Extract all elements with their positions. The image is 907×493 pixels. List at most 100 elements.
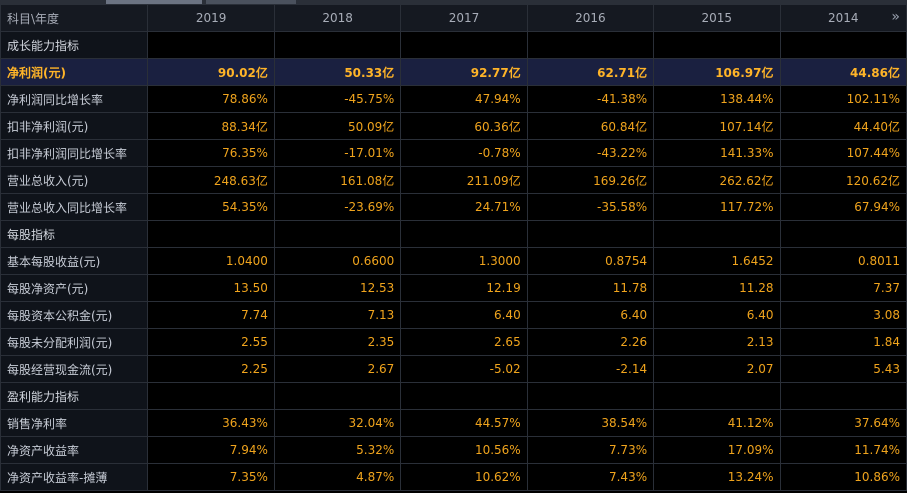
table-row[interactable]: 基本每股收益(元) 1.0400 0.6600 1.3000 0.8754 1.6452 0… bbox=[0, 247, 907, 275]
year-header[interactable]: 2017 bbox=[400, 4, 528, 32]
section-empty-cell bbox=[779, 382, 907, 410]
year-header[interactable]: 2014 » bbox=[779, 4, 907, 32]
tab-strip bbox=[0, 0, 907, 4]
row-label: 净利润同比增长率 bbox=[0, 85, 149, 113]
section-title: 成长能力指标 bbox=[0, 31, 149, 59]
table-body: 成长能力指标 净利润(元) 90.02亿 50.33亿 92.77亿 62.71亿 106.… bbox=[0, 31, 907, 491]
section-empty-cell bbox=[653, 220, 781, 248]
section-empty-cell bbox=[273, 382, 402, 410]
value-cell: 11.74% bbox=[779, 436, 907, 464]
tab-active-indicator[interactable] bbox=[106, 0, 202, 4]
value-cell: 5.32% bbox=[273, 436, 402, 464]
section-title: 每股指标 bbox=[0, 220, 149, 248]
value-cell: -43.22% bbox=[526, 139, 655, 167]
value-cell: 38.54% bbox=[526, 409, 655, 437]
value-cell: 1.6452 bbox=[653, 247, 781, 275]
section-empty-cell bbox=[147, 220, 275, 248]
value-cell: 11.78 bbox=[526, 274, 655, 302]
double-chevron-right-icon[interactable]: » bbox=[891, 9, 900, 25]
value-cell: 44.86亿 bbox=[779, 58, 907, 86]
section-empty-cell bbox=[526, 220, 655, 248]
section-empty-cell bbox=[400, 382, 528, 410]
table-row[interactable]: 净资产收益率 7.94% 5.32% 10.56% 7.73% 17.09% 11.74% bbox=[0, 436, 907, 464]
value-cell: 7.37 bbox=[779, 274, 907, 302]
row-label: 每股净资产(元) bbox=[0, 274, 149, 302]
corner-header: 科目\年度 bbox=[0, 4, 149, 32]
table-row[interactable]: 营业总收入同比增长率 54.35% -23.69% 24.71% -35.58% 117.… bbox=[0, 193, 907, 221]
section-empty-cell bbox=[779, 220, 907, 248]
value-cell: 117.72% bbox=[653, 193, 781, 221]
value-cell: 102.11% bbox=[779, 85, 907, 113]
value-cell: 17.09% bbox=[653, 436, 781, 464]
value-cell: 41.12% bbox=[653, 409, 781, 437]
tab-indicator[interactable] bbox=[206, 0, 296, 4]
table-row[interactable]: 扣非净利润同比增长率 76.35% -17.01% -0.78% -43.22% 141.… bbox=[0, 139, 907, 167]
year-header[interactable]: 2016 bbox=[526, 4, 655, 32]
value-cell: 24.71% bbox=[400, 193, 528, 221]
value-cell: 4.87% bbox=[273, 463, 402, 491]
value-cell: 7.73% bbox=[526, 436, 655, 464]
row-label: 每股资本公积金(元) bbox=[0, 301, 149, 329]
value-cell: 106.97亿 bbox=[653, 58, 781, 86]
value-cell: 62.71亿 bbox=[526, 58, 655, 86]
section-empty-cell bbox=[526, 382, 655, 410]
row-label: 销售净利率 bbox=[0, 409, 149, 437]
value-cell: 54.35% bbox=[147, 193, 275, 221]
value-cell: 1.0400 bbox=[147, 247, 275, 275]
row-label: 每股未分配利润(元) bbox=[0, 328, 149, 356]
value-cell: 7.13 bbox=[273, 301, 402, 329]
value-cell: 50.09亿 bbox=[273, 112, 402, 140]
table-row[interactable]: 营业总收入(元) 248.63亿 161.08亿 211.09亿 169.26亿 262.… bbox=[0, 166, 907, 194]
value-cell: 67.94% bbox=[779, 193, 907, 221]
year-header[interactable]: 2018 bbox=[273, 4, 402, 32]
table-row[interactable]: 净利润(元) 90.02亿 50.33亿 92.77亿 62.71亿 106.97亿 44.… bbox=[0, 58, 907, 86]
value-cell: 76.35% bbox=[147, 139, 275, 167]
value-cell: 10.86% bbox=[779, 463, 907, 491]
row-label: 营业总收入同比增长率 bbox=[0, 193, 149, 221]
table-row[interactable]: 净资产收益率-摊薄 7.35% 4.87% 10.62% 7.43% 13.24% 10.8… bbox=[0, 463, 907, 491]
row-label: 扣非净利润同比增长率 bbox=[0, 139, 149, 167]
section-empty-cell bbox=[526, 31, 655, 59]
value-cell: 3.08 bbox=[779, 301, 907, 329]
value-cell: 47.94% bbox=[400, 85, 528, 113]
value-cell: 7.35% bbox=[147, 463, 275, 491]
value-cell: 2.55 bbox=[147, 328, 275, 356]
value-cell: 2.26 bbox=[526, 328, 655, 356]
value-cell: 2.25 bbox=[147, 355, 275, 383]
section-empty-cell bbox=[653, 382, 781, 410]
row-label: 基本每股收益(元) bbox=[0, 247, 149, 275]
value-cell: -5.02 bbox=[400, 355, 528, 383]
value-cell: 90.02亿 bbox=[147, 58, 275, 86]
value-cell: 2.13 bbox=[653, 328, 781, 356]
value-cell: 11.28 bbox=[653, 274, 781, 302]
value-cell: -35.58% bbox=[526, 193, 655, 221]
section-empty-cell bbox=[273, 220, 402, 248]
section-empty-cell bbox=[400, 31, 528, 59]
value-cell: 7.94% bbox=[147, 436, 275, 464]
value-cell: 92.77亿 bbox=[400, 58, 528, 86]
value-cell: 44.40亿 bbox=[779, 112, 907, 140]
year-header[interactable]: 2015 bbox=[653, 4, 781, 32]
table-row[interactable]: 每股未分配利润(元) 2.55 2.35 2.65 2.26 2.13 1.84 bbox=[0, 328, 907, 356]
value-cell: -41.38% bbox=[526, 85, 655, 113]
value-cell: 161.08亿 bbox=[273, 166, 402, 194]
value-cell: 211.09亿 bbox=[400, 166, 528, 194]
table-row[interactable]: 每股资本公积金(元) 7.74 7.13 6.40 6.40 6.40 3.08 bbox=[0, 301, 907, 329]
value-cell: 107.14亿 bbox=[653, 112, 781, 140]
value-cell: 6.40 bbox=[400, 301, 528, 329]
table-row[interactable]: 销售净利率 36.43% 32.04% 44.57% 38.54% 41.12% 37.64… bbox=[0, 409, 907, 437]
year-header[interactable]: 2019 bbox=[147, 4, 275, 32]
value-cell: 78.86% bbox=[147, 85, 275, 113]
value-cell: -0.78% bbox=[400, 139, 528, 167]
value-cell: 37.64% bbox=[779, 409, 907, 437]
value-cell: 248.63亿 bbox=[147, 166, 275, 194]
value-cell: -2.14 bbox=[526, 355, 655, 383]
table-row[interactable]: 每股净资产(元) 13.50 12.53 12.19 11.78 11.28 7.37 bbox=[0, 274, 907, 302]
table-row[interactable]: 扣非净利润(元) 88.34亿 50.09亿 60.36亿 60.84亿 107.14亿 4… bbox=[0, 112, 907, 140]
table-row[interactable]: 净利润同比增长率 78.86% -45.75% 47.94% -41.38% 138.44… bbox=[0, 85, 907, 113]
row-label: 净资产收益率 bbox=[0, 436, 149, 464]
section-header-row: 成长能力指标 bbox=[0, 31, 907, 59]
value-cell: 2.07 bbox=[653, 355, 781, 383]
value-cell: 36.43% bbox=[147, 409, 275, 437]
table-row[interactable]: 每股经营现金流(元) 2.25 2.67 -5.02 -2.14 2.07 5.43 bbox=[0, 355, 907, 383]
